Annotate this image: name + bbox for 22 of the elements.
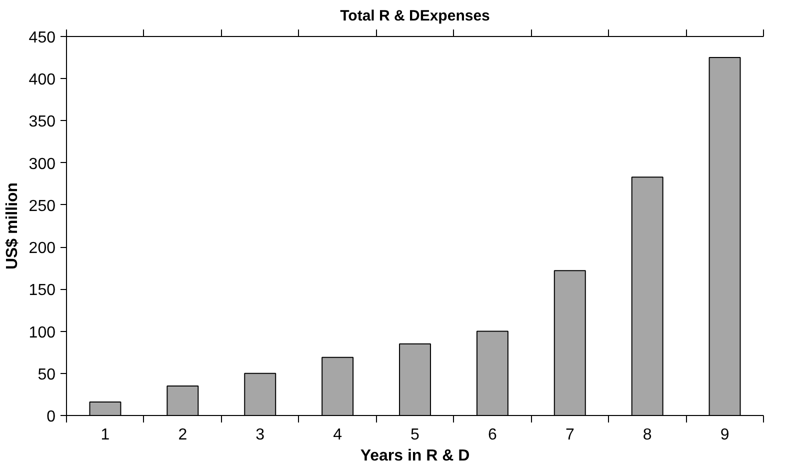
y-tick-label: 300 (28, 156, 56, 173)
y-tick-label: 0 (46, 408, 56, 426)
x-axis-title: Years in R & D (360, 448, 470, 464)
y-tick-label: 100 (28, 324, 56, 342)
x-tick-label: 4 (333, 426, 342, 444)
y-tick-label: 150 (28, 282, 56, 300)
x-tick-label: 1 (100, 426, 110, 444)
y-tick-label: 50 (38, 366, 56, 384)
y-tick-label: 450 (28, 30, 56, 46)
x-tick-label: 7 (565, 426, 574, 444)
y-tick-label: 200 (28, 240, 56, 258)
y-tick-label: 350 (28, 114, 56, 131)
x-tick-label: 2 (178, 426, 188, 444)
x-tick-label: 9 (720, 426, 730, 444)
x-tick-label: 8 (642, 426, 652, 444)
y-axis-title: US$ million (4, 182, 21, 270)
y-tick-label: 250 (28, 198, 56, 215)
x-tick-label: 6 (488, 426, 497, 444)
x-tick-label: 3 (256, 426, 265, 444)
x-tick-label: 5 (410, 426, 420, 444)
y-tick-label: 400 (28, 72, 56, 89)
chart-title: Total R & DExpenses (340, 8, 490, 24)
